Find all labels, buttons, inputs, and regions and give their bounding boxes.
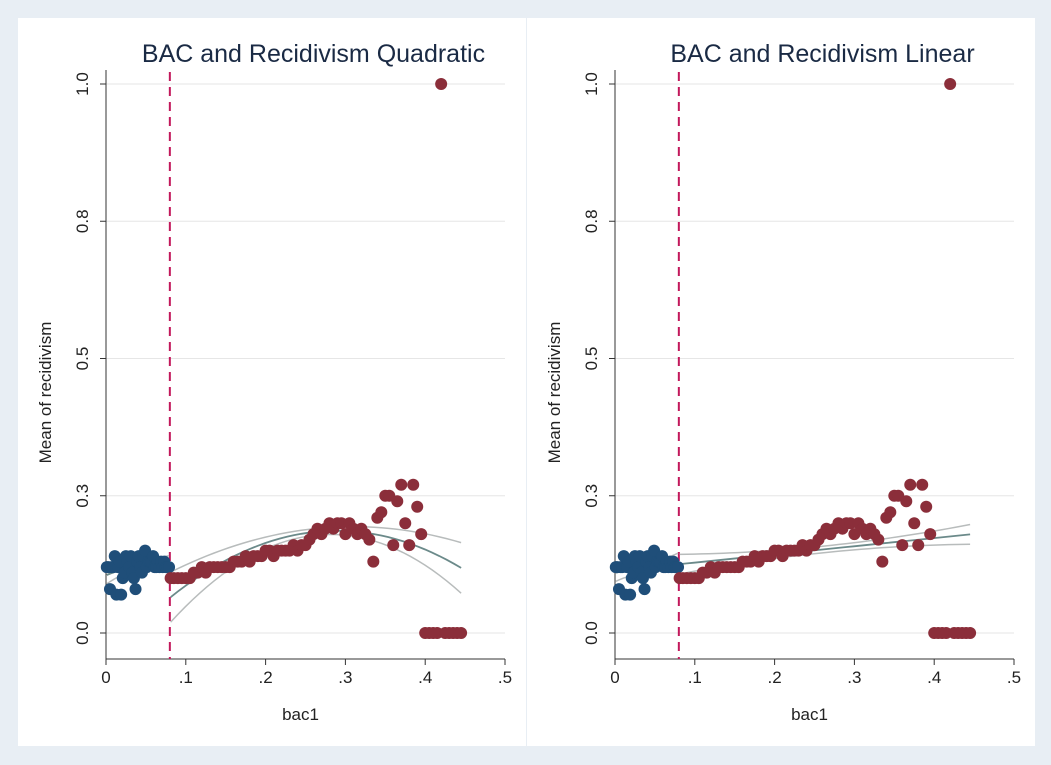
- data-point: [672, 561, 685, 574]
- data-point: [455, 627, 468, 639]
- x-tick-label: .2: [768, 668, 782, 687]
- x-tick-label: 0: [610, 668, 619, 687]
- data-point: [415, 528, 428, 541]
- data-point: [924, 528, 937, 541]
- data-point: [944, 78, 957, 90]
- chart-panel-quadratic: BAC and Recidivism Quadratic 0.0 0.3 0.5 0.8…: [18, 18, 526, 746]
- data-point: [375, 506, 388, 519]
- y-tick-label: 0.0: [73, 621, 92, 645]
- data-point: [916, 478, 929, 491]
- y-axis-label: Mean of recidivism: [545, 322, 564, 464]
- x-tick-label: .1: [179, 668, 193, 687]
- y-tick-label: 0.8: [582, 209, 601, 233]
- x-tick-label: .2: [259, 668, 273, 687]
- data-point: [403, 539, 416, 552]
- data-point: [872, 533, 885, 546]
- data-point: [129, 583, 142, 596]
- data-point: [163, 561, 176, 574]
- data-point: [876, 555, 889, 568]
- data-point: [363, 533, 376, 546]
- data-point: [912, 539, 925, 552]
- fit-line: [679, 533, 971, 566]
- data-point: [624, 588, 637, 601]
- data-point: [920, 500, 933, 513]
- chart-panel-linear: BAC and Recidivism Linear 0.0 0.3 0.5 0.8 1.0…: [527, 18, 1035, 746]
- data-point: [391, 495, 404, 508]
- data-point: [896, 539, 909, 552]
- y-axis-label: Mean of recidivism: [36, 322, 55, 464]
- y-tick-label: 0.3: [582, 484, 601, 508]
- y-tick-label: 0.5: [582, 347, 601, 371]
- data-point: [435, 78, 448, 90]
- y-tick-label: 0.0: [582, 621, 601, 645]
- data-point: [395, 478, 408, 491]
- chart-title: BAC and Recidivism Quadratic: [142, 40, 485, 68]
- data-point: [908, 517, 921, 530]
- data-point: [387, 539, 400, 552]
- ci-upper-line: [679, 523, 971, 556]
- data-point: [904, 478, 917, 491]
- data-point: [964, 627, 977, 639]
- data-point: [367, 555, 380, 568]
- data-point: [407, 478, 420, 491]
- x-tick-label: .3: [847, 668, 861, 687]
- ci-lower-line: [170, 533, 462, 623]
- x-axis-label: bac1: [282, 705, 319, 724]
- x-tick-label: .1: [688, 668, 702, 687]
- data-point: [411, 500, 424, 513]
- y-tick-label: 1.0: [582, 72, 601, 96]
- x-tick-label: .4: [418, 668, 432, 687]
- data-point: [900, 495, 913, 508]
- x-tick-label: .4: [927, 668, 941, 687]
- chart-title: BAC and Recidivism Linear: [670, 40, 974, 68]
- y-tick-label: 0.8: [73, 209, 92, 233]
- x-tick-label: .5: [498, 668, 512, 687]
- x-axis-label: bac1: [791, 705, 828, 724]
- data-point: [115, 588, 128, 601]
- x-tick-label: .3: [338, 668, 352, 687]
- x-tick-label: .5: [1007, 668, 1021, 687]
- y-tick-label: 1.0: [73, 72, 92, 96]
- data-point: [884, 506, 897, 519]
- chart-quadratic: BAC and Recidivism Quadratic0.00.30.50.8…: [36, 40, 512, 724]
- chart-linear: BAC and Recidivism Linear0.00.30.50.81.0…: [545, 40, 1021, 724]
- data-point: [638, 583, 651, 596]
- data-point: [399, 517, 412, 530]
- x-tick-label: 0: [101, 668, 110, 687]
- y-tick-label: 0.3: [73, 484, 92, 508]
- y-tick-label: 0.5: [73, 347, 92, 371]
